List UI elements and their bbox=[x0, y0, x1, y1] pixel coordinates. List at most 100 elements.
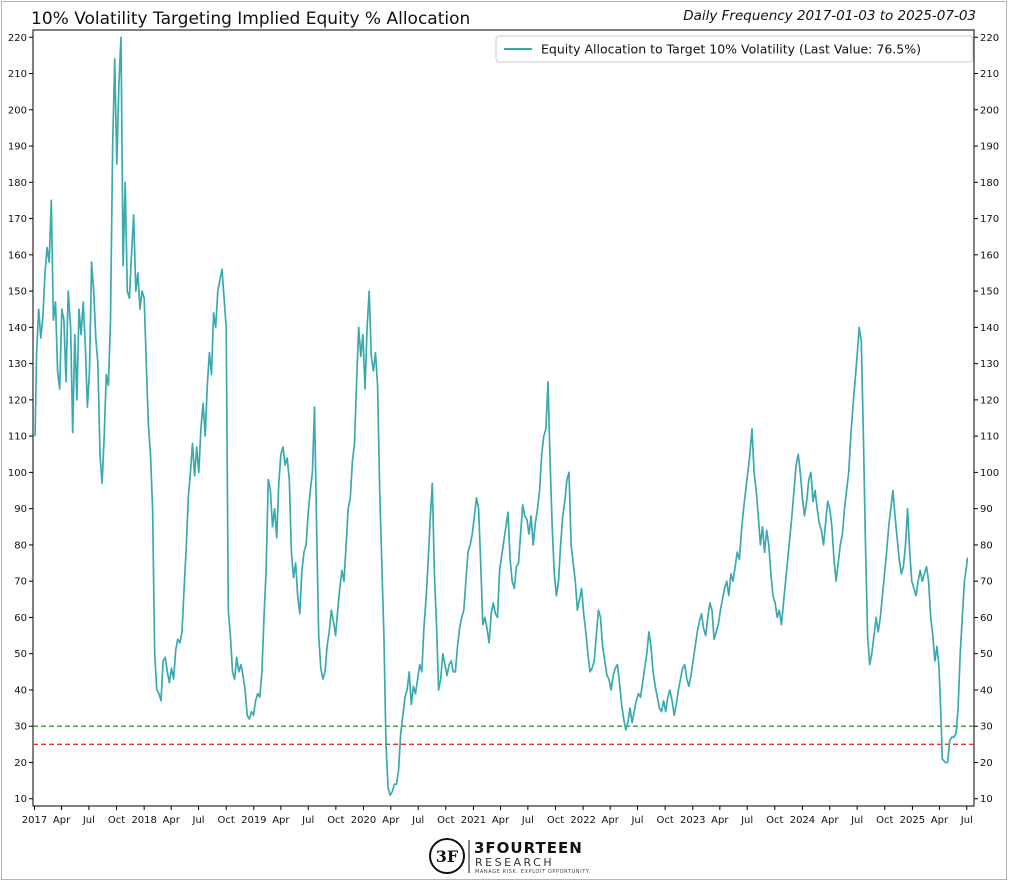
x-tick-label: Oct bbox=[876, 815, 893, 826]
legend-entry-label: Equity Allocation to Target 10% Volatili… bbox=[541, 42, 921, 57]
series-line-0 bbox=[34, 36, 969, 796]
y-tick-label-left: 150 bbox=[8, 287, 27, 298]
y-tick-label-right: 170 bbox=[980, 214, 999, 225]
x-tick-label: Jul bbox=[411, 815, 424, 826]
brand-logo: 3F 3FOURTEEN RESEARCH MANAGE RISK. EXPLO… bbox=[429, 838, 591, 875]
x-tick-label: 2021 bbox=[461, 815, 486, 826]
legend-box bbox=[495, 35, 974, 63]
x-tick-label: Jul bbox=[960, 815, 973, 826]
x-tick-label: Apr bbox=[272, 815, 290, 826]
y-axis-right: 10 20 30 40 50 60 70 80 90 100 110 120 130 140 150 160 1… bbox=[974, 33, 999, 805]
x-tick-label: Jul bbox=[301, 815, 314, 826]
y-tick-label-left: 170 bbox=[8, 214, 27, 225]
y-tick-label-right: 180 bbox=[980, 178, 999, 189]
y-axis-left: 10 20 30 40 50 60 70 80 90 100 110 120 130 140 150 160 1… bbox=[8, 33, 33, 805]
x-tick-label: Apr bbox=[931, 815, 949, 826]
logo-tagline: MANAGE RISK. EXPLOIT OPPORTUNITY. bbox=[475, 869, 591, 875]
y-tick-label-right: 80 bbox=[980, 540, 993, 551]
plot-frame bbox=[32, 29, 975, 807]
y-tick-label-right: 210 bbox=[980, 69, 999, 80]
y-tick-label-left: 10 bbox=[14, 794, 27, 805]
y-tick-label-left: 70 bbox=[14, 577, 27, 588]
x-tick-label: Oct bbox=[766, 815, 783, 826]
y-tick-label-left: 60 bbox=[14, 613, 27, 624]
y-tick-label-left: 140 bbox=[8, 323, 27, 334]
y-tick-label-right: 220 bbox=[980, 33, 999, 44]
y-tick-label-left: 210 bbox=[8, 69, 27, 80]
y-tick-label-left: 100 bbox=[8, 468, 27, 479]
y-tick-label-left: 220 bbox=[8, 33, 27, 44]
chart-title: 10% Volatility Targeting Implied Equity … bbox=[31, 9, 470, 29]
y-tick-label-right: 140 bbox=[980, 323, 999, 334]
x-tick-label: Jul bbox=[740, 815, 753, 826]
x-axis: 2017 Apr Jul Oct 2018 Apr Jul Oct 2019 Apr Jul Oct 2… bbox=[22, 806, 973, 826]
x-tick-label: Apr bbox=[492, 815, 510, 826]
x-tick-label: Oct bbox=[547, 815, 564, 826]
y-tick-label-left: 190 bbox=[8, 142, 27, 153]
y-tick-label-right: 100 bbox=[980, 468, 999, 479]
x-tick-label: 2024 bbox=[790, 815, 815, 826]
x-tick-label: 2018 bbox=[131, 815, 156, 826]
y-tick-label-left: 30 bbox=[14, 722, 27, 733]
y-tick-label-left: 120 bbox=[8, 395, 27, 406]
y-tick-label-right: 200 bbox=[980, 105, 999, 116]
x-tick-label: Jul bbox=[192, 815, 205, 826]
y-tick-label-left: 50 bbox=[14, 649, 27, 660]
y-tick-label-left: 200 bbox=[8, 105, 27, 116]
y-tick-label-right: 10 bbox=[980, 794, 993, 805]
x-tick-label: Apr bbox=[711, 815, 729, 826]
logo-emblem-text: 3F bbox=[436, 847, 459, 866]
x-tick-label: Apr bbox=[53, 815, 71, 826]
y-tick-label-right: 60 bbox=[980, 613, 993, 624]
y-tick-label-left: 40 bbox=[14, 685, 27, 696]
y-tick-label-left: 90 bbox=[14, 504, 27, 515]
chart-subtitle: Daily Frequency 2017-01-03 to 2025-07-03 bbox=[683, 8, 976, 24]
logo-sub-text: RESEARCH bbox=[475, 856, 554, 869]
y-tick-label-left: 20 bbox=[14, 758, 27, 769]
y-tick-label-right: 130 bbox=[980, 359, 999, 370]
x-tick-label: Oct bbox=[327, 815, 344, 826]
x-tick-label: Apr bbox=[163, 815, 181, 826]
x-tick-label: 2019 bbox=[241, 815, 266, 826]
y-tick-label-right: 50 bbox=[980, 649, 993, 660]
x-tick-label: 2023 bbox=[680, 815, 705, 826]
x-tick-label: 2020 bbox=[351, 815, 376, 826]
y-tick-label-left: 80 bbox=[14, 540, 27, 551]
legend: Equity Allocation to Target 10% Volatili… bbox=[495, 35, 974, 63]
y-tick-label-right: 90 bbox=[980, 504, 993, 515]
y-tick-label-right: 40 bbox=[980, 685, 993, 696]
y-tick-label-right: 70 bbox=[980, 577, 993, 588]
y-tick-label-right: 190 bbox=[980, 142, 999, 153]
x-tick-label: Oct bbox=[108, 815, 125, 826]
x-tick-label: Oct bbox=[218, 815, 235, 826]
x-tick-label: 2022 bbox=[570, 815, 595, 826]
y-tick-label-right: 30 bbox=[980, 722, 993, 733]
y-tick-label-right: 120 bbox=[980, 395, 999, 406]
x-tick-label: Apr bbox=[821, 815, 839, 826]
logo-emblem-icon bbox=[429, 838, 465, 874]
x-tick-label: Jul bbox=[630, 815, 643, 826]
y-tick-label-right: 110 bbox=[980, 432, 999, 443]
x-tick-label: Jul bbox=[82, 815, 95, 826]
y-tick-label-right: 160 bbox=[980, 250, 999, 261]
y-tick-label-right: 20 bbox=[980, 758, 993, 769]
x-tick-label: Oct bbox=[437, 815, 454, 826]
x-tick-label: Oct bbox=[656, 815, 673, 826]
series-layer bbox=[34, 36, 969, 796]
x-tick-label: 2025 bbox=[900, 815, 925, 826]
y-tick-label-left: 160 bbox=[8, 250, 27, 261]
logo-main-text: 3FOURTEEN bbox=[474, 839, 583, 857]
x-tick-label: Apr bbox=[602, 815, 620, 826]
y-tick-label-left: 110 bbox=[8, 432, 27, 443]
y-tick-label-right: 150 bbox=[980, 287, 999, 298]
reference-lines bbox=[33, 725, 974, 746]
y-tick-label-left: 180 bbox=[8, 178, 27, 189]
x-tick-label: 2017 bbox=[22, 815, 47, 826]
y-tick-label-left: 130 bbox=[8, 359, 27, 370]
x-tick-label: Apr bbox=[382, 815, 400, 826]
x-tick-label: Jul bbox=[850, 815, 863, 826]
x-tick-label: Jul bbox=[521, 815, 534, 826]
